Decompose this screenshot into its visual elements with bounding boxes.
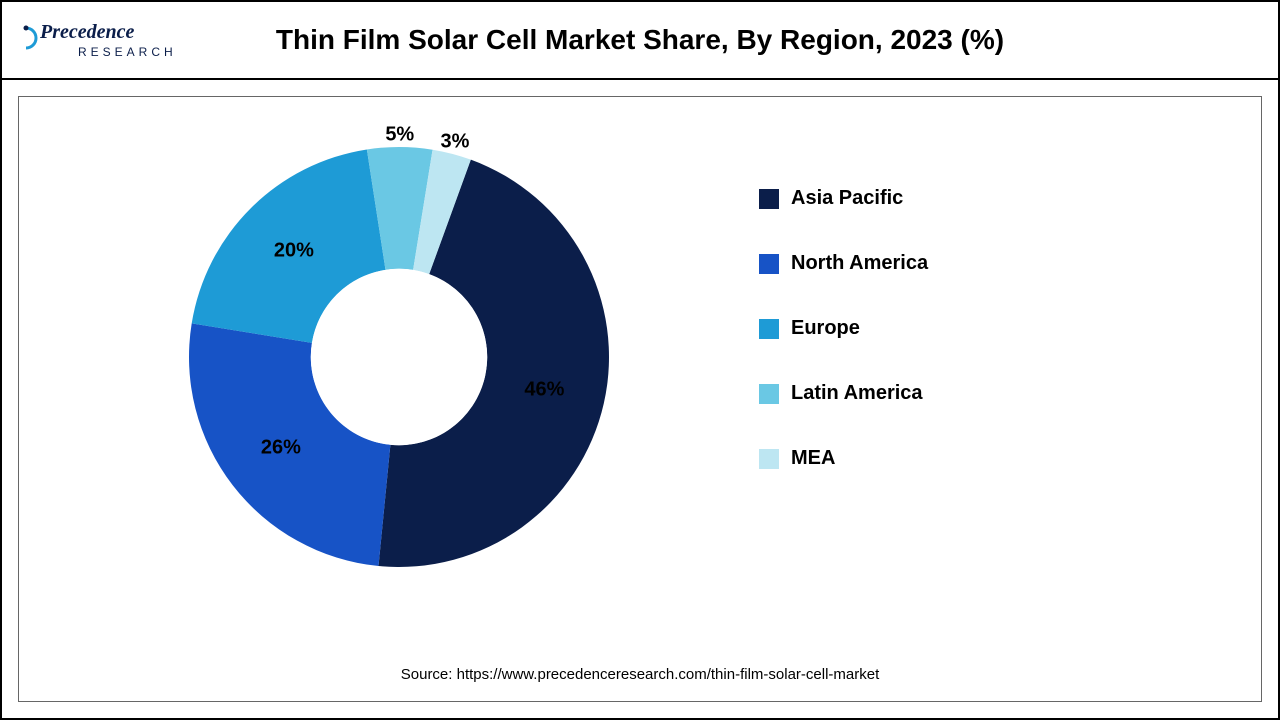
legend-swatch xyxy=(759,254,779,274)
brand-logo: Precedence RESEARCH xyxy=(20,14,190,66)
precedence-logo-icon: Precedence RESEARCH xyxy=(20,14,190,66)
slice-label-mea: 3% xyxy=(441,131,470,154)
legend-swatch xyxy=(759,384,779,404)
svg-text:RESEARCH: RESEARCH xyxy=(78,45,177,59)
donut-hole xyxy=(311,269,487,445)
legend-item-north-america: North America xyxy=(759,252,928,275)
legend-label: MEA xyxy=(791,447,835,470)
slice-label-latin-america: 5% xyxy=(385,124,414,147)
legend-item-latin-america: Latin America xyxy=(759,382,928,405)
svg-text:Precedence: Precedence xyxy=(39,21,135,43)
legend-item-mea: MEA xyxy=(759,447,928,470)
legend-swatch xyxy=(759,319,779,339)
chart-panel: 46% 26% 20% 5% 3% Asia Pacific North America E… xyxy=(18,96,1262,702)
donut-chart: 46%26%20%5%3% xyxy=(179,137,619,577)
legend-label: Latin America xyxy=(791,382,923,405)
chart-title: Thin Film Solar Cell Market Share, By Re… xyxy=(190,24,1260,56)
source-text: Source: https://www.precedenceresearch.c… xyxy=(19,666,1261,683)
legend-label: Asia Pacific xyxy=(791,187,903,210)
legend-item-asia-pacific: Asia Pacific xyxy=(759,187,928,210)
legend-swatch xyxy=(759,449,779,469)
legend-item-europe: Europe xyxy=(759,317,928,340)
header-row: Precedence RESEARCH Thin Film Solar Cell… xyxy=(2,2,1278,80)
slice-label-asia-pacific: 46% xyxy=(524,379,564,402)
legend-swatch xyxy=(759,189,779,209)
slice-label-europe: 20% xyxy=(274,240,314,263)
legend-label: North America xyxy=(791,252,928,275)
slice-label-north-america: 26% xyxy=(261,436,301,459)
legend: Asia Pacific North America Europe Latin Ame… xyxy=(759,187,928,512)
legend-label: Europe xyxy=(791,317,860,340)
chart-frame: Precedence RESEARCH Thin Film Solar Cell… xyxy=(0,0,1280,720)
